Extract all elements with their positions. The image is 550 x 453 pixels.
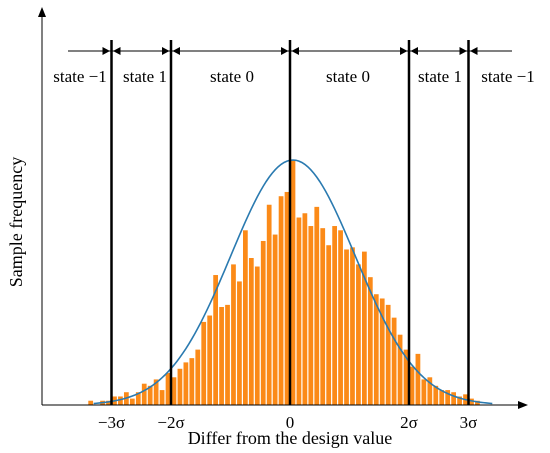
histogram-bar-31 (272, 234, 278, 405)
histogram-bar-57 (427, 377, 433, 405)
state-labels: state −1 state 1 state 0 state 0 state 1 stat… (53, 67, 535, 86)
state-label-3: state 0 (326, 67, 370, 86)
histogram-bar-22 (219, 307, 224, 405)
histogram-bar-51 (391, 317, 397, 405)
histogram-bar-58 (433, 385, 439, 405)
histogram-bar-44 (350, 247, 355, 405)
histogram-bar-35 (296, 217, 302, 405)
histogram-bar-45 (356, 264, 361, 405)
state-label-2: state 0 (210, 67, 254, 86)
y-axis-label: Sample frequency (6, 157, 26, 287)
histogram-bar-41 (332, 226, 337, 405)
arrowhead-right-2 (291, 47, 299, 55)
histogram-bar-46 (362, 251, 367, 405)
histogram-bar-62 (457, 396, 462, 405)
histogram-bar-10 (147, 385, 153, 405)
histogram-bars (88, 160, 480, 405)
histogram-bar-50 (385, 304, 391, 405)
arrowhead-right-3 (410, 47, 418, 55)
histogram-bar-19 (201, 321, 207, 405)
histogram-bar-39 (320, 228, 326, 405)
x-tick-label-1: −2σ (157, 413, 184, 432)
arrowhead-right-4 (470, 47, 478, 55)
histogram-bar-13 (165, 373, 171, 405)
histogram-bar-29 (260, 240, 266, 405)
histogram-bar-16 (183, 362, 189, 405)
x-axis-arrow (518, 401, 528, 409)
arrowhead-left-2 (281, 47, 289, 55)
histogram-bar-12 (159, 390, 165, 405)
histogram-bar-53 (403, 349, 409, 405)
histogram-bar-56 (421, 379, 427, 405)
histogram-bar-59 (439, 390, 445, 405)
state-arrows (68, 47, 512, 55)
histogram-bar-34 (290, 160, 296, 405)
histogram-bar-54 (409, 366, 415, 405)
state-label-1: state 1 (123, 67, 167, 86)
histogram-bar-60 (445, 390, 451, 405)
y-axis-arrow (38, 7, 46, 17)
histogram-bar-5 (118, 396, 123, 405)
histogram-bar-40 (326, 245, 332, 405)
normal-curve (93, 159, 493, 405)
x-tick-label-4: 3σ (460, 413, 478, 432)
state-label-5: state −1 (481, 67, 535, 86)
histogram-bar-64 (469, 398, 474, 405)
histogram-bar-3 (106, 400, 111, 405)
histogram-bar-38 (314, 206, 320, 405)
histogram-bar-7 (129, 398, 135, 405)
arrowhead-right-1 (172, 47, 180, 55)
arrowhead-left-1 (162, 47, 170, 55)
histogram-bar-55 (415, 353, 421, 405)
x-tick-label-0: −3σ (98, 413, 125, 432)
x-axis-label: Differ from the design value (188, 428, 393, 448)
histogram-bar-33 (284, 191, 290, 405)
histogram-bar-32 (278, 196, 284, 405)
histogram-bar-43 (344, 249, 349, 405)
histogram-bar-28 (254, 266, 260, 405)
histogram-bar-9 (141, 383, 147, 405)
state-label-0: state −1 (53, 67, 107, 86)
histogram-bar-27 (248, 258, 254, 405)
x-tick-label-2: 0 (286, 413, 295, 432)
histogram-bar-25 (237, 281, 242, 405)
arrowhead-right-0 (113, 47, 121, 55)
arrowhead-left-3 (400, 47, 408, 55)
sigma-boundary-lines (110, 40, 470, 405)
histogram-bar-17 (189, 358, 195, 405)
histogram-bar-0 (88, 400, 94, 405)
histogram-bar-24 (231, 264, 236, 405)
histogram-bar-14 (171, 377, 177, 405)
histogram-bar-65 (475, 400, 480, 405)
axes (38, 7, 528, 409)
state-label-4: state 1 (418, 67, 462, 86)
histogram-bar-23 (225, 304, 230, 405)
x-tick-label-3: 2σ (400, 413, 418, 432)
histogram-bar-11 (153, 379, 159, 405)
histogram-bar-47 (367, 277, 373, 405)
histogram-bar-37 (308, 226, 314, 405)
histogram-bar-49 (379, 298, 385, 405)
arrowhead-left-0 (102, 47, 110, 55)
histogram-bar-18 (195, 349, 201, 405)
histogram-bar-15 (177, 368, 183, 405)
histogram-bar-52 (397, 334, 403, 405)
histogram-bar-8 (135, 392, 141, 405)
histogram-bar-26 (243, 230, 248, 405)
x-tick-labels: −3σ −2σ 0 2σ 3σ (98, 413, 477, 432)
histogram-bar-42 (338, 230, 343, 405)
histogram-bar-20 (207, 315, 213, 405)
histogram-bar-30 (266, 204, 272, 405)
histogram-bar-48 (373, 294, 379, 405)
histogram-bar-21 (213, 275, 218, 405)
arrowhead-left-4 (459, 47, 467, 55)
histogram-bar-61 (451, 392, 456, 405)
histogram-bar-36 (302, 213, 308, 405)
